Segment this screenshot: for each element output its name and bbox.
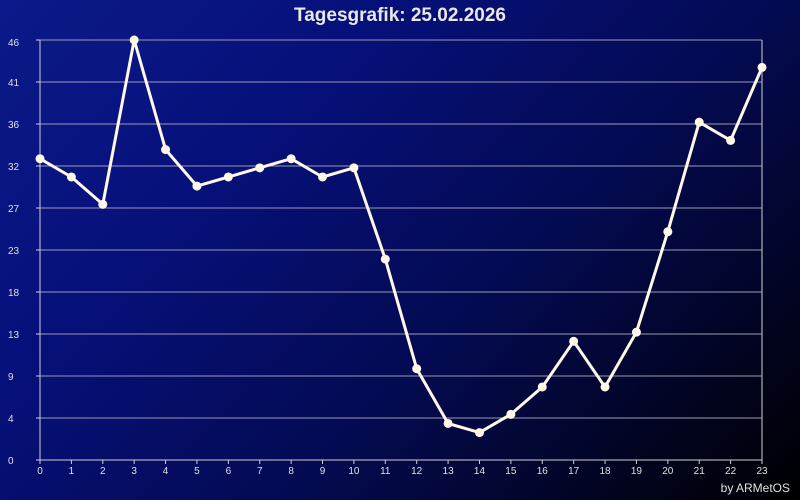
y-tick-label: 41 <box>8 78 20 89</box>
x-tick-label: 9 <box>320 466 326 477</box>
x-tick-label: 20 <box>662 466 674 477</box>
series-line <box>38 38 764 435</box>
y-tick-label: 13 <box>8 330 20 341</box>
y-tick-label: 18 <box>8 288 20 299</box>
chart-title: Tagesgrafik: 25.02.2026 <box>294 5 506 26</box>
x-tick-label: 2 <box>100 466 106 477</box>
x-tick-label: 3 <box>131 466 137 477</box>
data-point <box>474 428 484 438</box>
data-point <box>35 154 45 164</box>
x-tick-label: 13 <box>443 466 455 477</box>
y-tick-label: 32 <box>8 162 20 173</box>
data-point <box>349 163 359 173</box>
x-tick-label: 10 <box>348 466 360 477</box>
data-point <box>192 181 202 191</box>
y-tick-label: 9 <box>8 372 14 383</box>
x-tick-label: 8 <box>288 466 294 477</box>
data-point <box>569 336 579 346</box>
data-point <box>380 254 390 264</box>
y-tick-label: 23 <box>8 246 20 257</box>
data-point <box>631 327 641 337</box>
data-point <box>506 409 516 419</box>
data-point <box>129 35 139 45</box>
x-tick-label: 18 <box>599 466 611 477</box>
data-point <box>318 172 328 182</box>
data-point <box>161 145 171 155</box>
y-tick-label: 4 <box>8 414 14 425</box>
data-point <box>600 382 610 392</box>
data-point <box>726 135 736 145</box>
x-tick-label: 21 <box>694 466 706 477</box>
x-tick-label: 7 <box>257 466 263 477</box>
x-tick-label: 22 <box>725 466 737 477</box>
y-tick-label: 46 <box>8 38 20 49</box>
x-tick-label: 23 <box>756 466 768 477</box>
data-point <box>757 62 767 72</box>
y-tick-label: 27 <box>8 204 20 215</box>
data-point <box>537 382 547 392</box>
x-tick-label: 6 <box>226 466 232 477</box>
y-tick-label: 0 <box>8 456 14 467</box>
x-tick-label: 4 <box>163 466 169 477</box>
data-point <box>66 172 76 182</box>
data-point <box>98 199 108 209</box>
x-tick-label: 0 <box>37 466 43 477</box>
x-tick-label: 1 <box>69 466 75 477</box>
data-point <box>286 154 296 164</box>
y-tick-label: 36 <box>8 120 20 131</box>
axis-layer <box>36 39 763 464</box>
data-point <box>663 227 673 237</box>
x-tick-label: 11 <box>380 466 391 477</box>
x-tick-label: 14 <box>474 466 486 477</box>
data-point <box>255 163 265 173</box>
x-tick-label: 17 <box>568 466 580 477</box>
x-tick-label: 16 <box>537 466 549 477</box>
grid-layer <box>40 39 762 419</box>
data-point <box>412 364 422 374</box>
data-point <box>694 117 704 127</box>
x-tick-label: 12 <box>411 466 423 477</box>
data-point <box>443 418 453 428</box>
data-point <box>223 172 233 182</box>
credit-text: by ARMetOS <box>720 481 790 495</box>
x-tick-label: 5 <box>194 466 200 477</box>
x-tick-label: 15 <box>505 466 517 477</box>
series-layer <box>35 35 767 438</box>
x-tick-label: 19 <box>631 466 643 477</box>
